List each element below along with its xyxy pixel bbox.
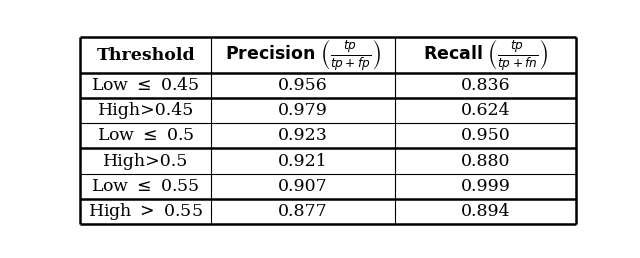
Text: 0.923: 0.923 bbox=[278, 127, 328, 144]
Text: 0.921: 0.921 bbox=[278, 152, 328, 170]
Text: $\mathbf{Recall}$ $\left(\frac{tp}{tp+fn}\right)$: $\mathbf{Recall}$ $\left(\frac{tp}{tp+fn… bbox=[422, 37, 548, 73]
Text: Low $\leq$ 0.55: Low $\leq$ 0.55 bbox=[92, 178, 200, 195]
Text: 0.979: 0.979 bbox=[278, 102, 328, 119]
Text: High>0.45: High>0.45 bbox=[97, 102, 194, 119]
Text: Low $\leq$ 0.45: Low $\leq$ 0.45 bbox=[92, 77, 200, 94]
Text: 0.880: 0.880 bbox=[461, 152, 510, 170]
Text: 0.999: 0.999 bbox=[461, 178, 511, 195]
Text: Low $\leq$ 0.5: Low $\leq$ 0.5 bbox=[97, 127, 195, 144]
Text: 0.894: 0.894 bbox=[461, 203, 510, 220]
Text: 0.877: 0.877 bbox=[278, 203, 328, 220]
Text: 0.907: 0.907 bbox=[278, 178, 328, 195]
Text: 0.836: 0.836 bbox=[461, 77, 510, 94]
Text: $\mathbf{Precision}$ $\left(\frac{tp}{tp+fp}\right)$: $\mathbf{Precision}$ $\left(\frac{tp}{tp… bbox=[225, 37, 381, 73]
Text: Threshold: Threshold bbox=[97, 47, 195, 64]
Text: High $>$ 0.55: High $>$ 0.55 bbox=[88, 201, 203, 222]
Text: 0.624: 0.624 bbox=[461, 102, 510, 119]
Text: 0.950: 0.950 bbox=[461, 127, 510, 144]
Text: 0.956: 0.956 bbox=[278, 77, 328, 94]
Text: High>0.5: High>0.5 bbox=[103, 152, 188, 170]
